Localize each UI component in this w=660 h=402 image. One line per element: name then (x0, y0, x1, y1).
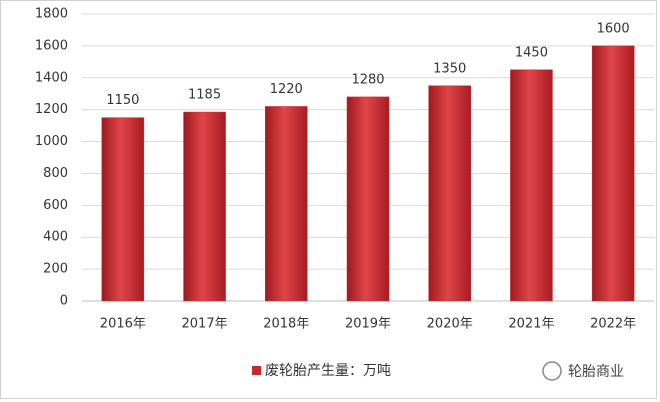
data-label: 1185 (188, 88, 221, 103)
y-tick-label: 1000 (35, 134, 68, 149)
x-tick-label: 2018年 (263, 317, 309, 332)
watermark: 轮胎商业 (542, 361, 624, 381)
data-label: 1600 (597, 21, 630, 36)
bar (428, 85, 471, 302)
legend-swatch (252, 366, 261, 375)
watermark-icon (542, 361, 562, 381)
y-tick-label: 800 (43, 166, 68, 181)
bar (265, 106, 308, 302)
y-tick-label: 600 (43, 198, 68, 213)
x-tick-label: 2019年 (345, 317, 391, 332)
legend: 废轮胎产生量：万吨 (252, 363, 391, 379)
y-tick-label: 200 (43, 262, 68, 277)
data-label: 1280 (351, 72, 384, 87)
legend-label: 废轮胎产生量：万吨 (265, 363, 391, 379)
y-tick-label: 400 (43, 230, 68, 245)
bar (101, 117, 145, 302)
bar (346, 96, 390, 302)
bar (591, 45, 635, 302)
y-tick-label: 1600 (35, 38, 68, 53)
x-tick-label: 2017年 (182, 317, 228, 332)
x-tick-label: 2020年 (427, 317, 473, 332)
bar (510, 69, 553, 302)
data-label: 1220 (270, 82, 303, 97)
watermark-text: 轮胎商业 (568, 364, 624, 380)
y-tick-label: 1200 (35, 102, 68, 117)
bar (183, 111, 226, 302)
y-tick-label: 1800 (35, 7, 68, 22)
data-label: 1450 (515, 45, 548, 60)
x-tick-label: 2016年 (100, 317, 146, 332)
y-tick-label: 0 (60, 294, 68, 309)
y-tick-label: 1400 (35, 70, 68, 85)
x-tick-label: 2021年 (508, 317, 554, 332)
data-label: 1350 (433, 61, 466, 76)
x-tick-label: 2022年 (590, 317, 636, 332)
data-label: 1150 (106, 93, 139, 108)
